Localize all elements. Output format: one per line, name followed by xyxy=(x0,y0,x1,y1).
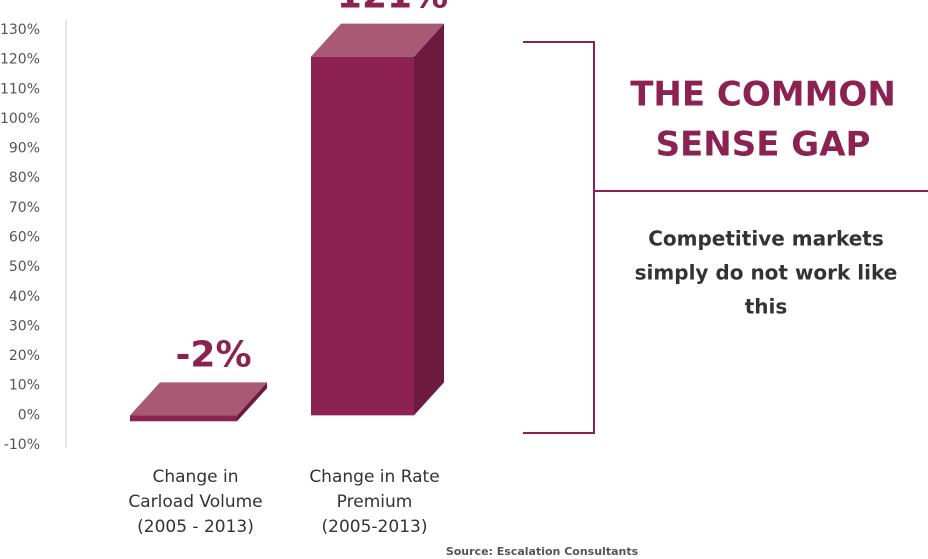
bar-top xyxy=(130,382,267,416)
x-tick-label: Carload Volume xyxy=(128,492,262,512)
bar-side xyxy=(237,382,267,422)
bar xyxy=(130,415,237,422)
y-tick-label: 30% xyxy=(9,318,40,334)
y-tick-label: 110% xyxy=(0,81,40,97)
x-tick-label: Change in xyxy=(153,467,239,487)
y-tick-label: 100% xyxy=(0,111,40,127)
y-tick-label: 90% xyxy=(9,141,40,157)
y-tick-label: 130% xyxy=(0,22,40,38)
x-tick-label: (2005-2013) xyxy=(322,517,428,537)
headline: SENSE GAP xyxy=(656,125,871,165)
value-label: -2% xyxy=(175,334,251,375)
note: simply do not work like xyxy=(635,261,898,285)
note: this xyxy=(745,295,788,319)
y-tick-label: 70% xyxy=(9,200,40,216)
headline: THE COMMON xyxy=(630,75,896,115)
source: Source: Escalation Consultants xyxy=(446,545,639,558)
value-label: 121% xyxy=(337,0,448,17)
x-tick-label: (2005 - 2013) xyxy=(137,517,254,537)
y-tick-label: 120% xyxy=(0,52,40,68)
x-tick-label: Premium xyxy=(337,492,413,512)
y-tick-label: 50% xyxy=(9,259,40,275)
bar xyxy=(311,56,414,416)
y-tick-label: 20% xyxy=(9,348,40,364)
x-tick-label: Change in Rate xyxy=(309,467,439,487)
bracket xyxy=(523,41,928,434)
y-tick-label: 0% xyxy=(18,407,40,423)
bar-top xyxy=(311,23,444,57)
note: Competitive markets xyxy=(648,227,884,251)
y-tick-label: 40% xyxy=(9,289,40,305)
y-tick-label: 80% xyxy=(9,170,40,186)
y-tick-label: 10% xyxy=(9,378,40,394)
y-tick-label: -10% xyxy=(4,437,40,453)
y-tick-label: 60% xyxy=(9,230,40,246)
bar-side xyxy=(414,23,444,416)
